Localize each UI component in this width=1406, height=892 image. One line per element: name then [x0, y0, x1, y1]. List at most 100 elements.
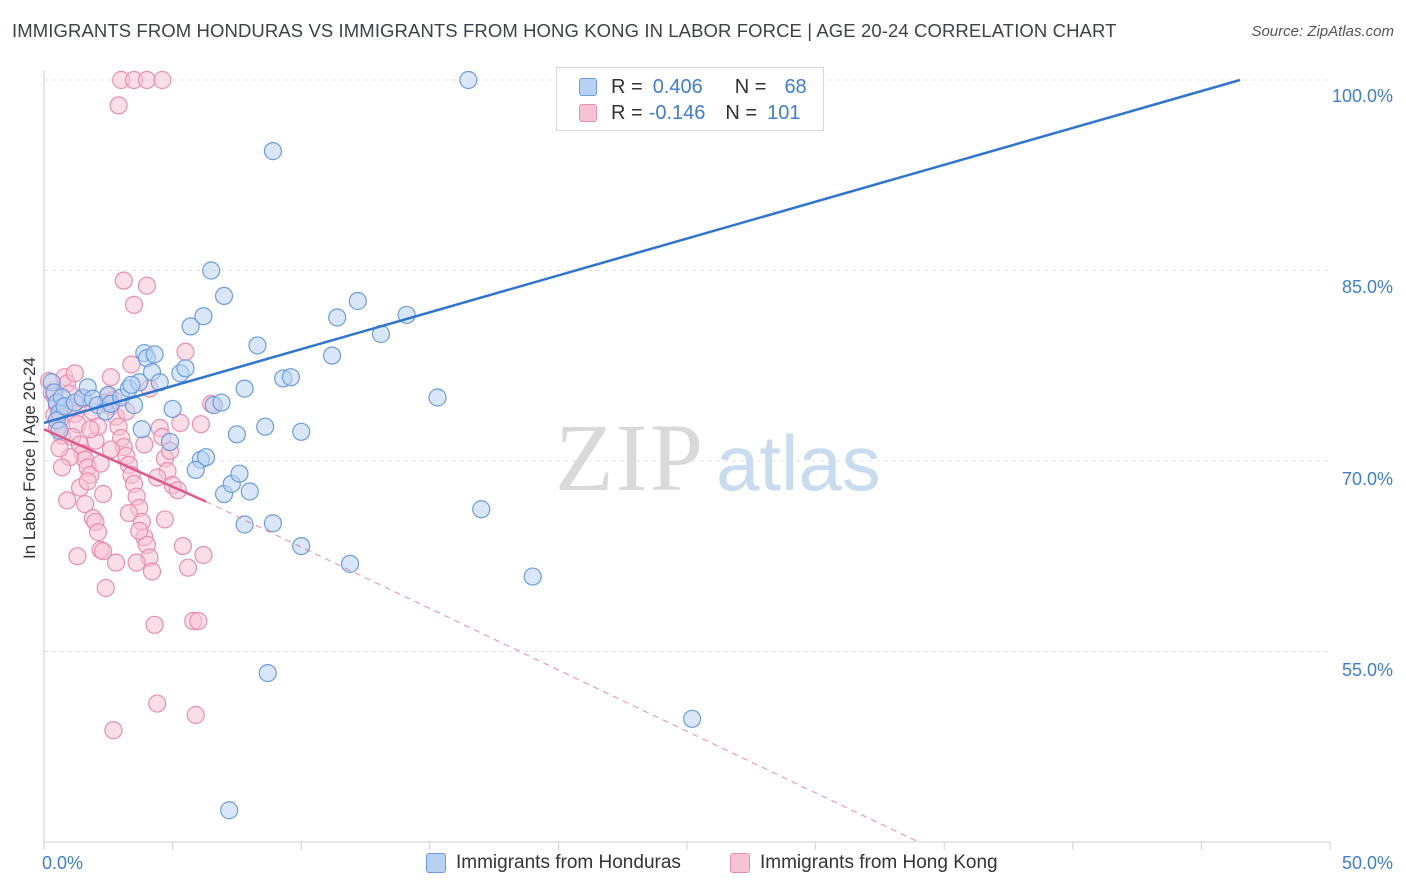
honduras-point — [220, 801, 239, 820]
honduras-point — [145, 345, 164, 364]
hongkong-trend-line — [43, 428, 207, 503]
honduras-r-value: 0.406 — [652, 75, 703, 98]
legend-honduras-label: Immigrants from Honduras — [456, 852, 681, 873]
hongkong-point — [81, 420, 100, 439]
legend-hongkong[interactable]: Immigrants from Hong Kong — [730, 852, 998, 874]
hongkong-point — [189, 611, 208, 631]
honduras-points — [42, 70, 702, 820]
honduras-point — [160, 432, 180, 452]
honduras-point — [176, 359, 195, 378]
hongkong-point — [178, 558, 198, 577]
stats-row-hongkong: R = -0.146 N = 101 — [579, 101, 800, 125]
honduras-point — [472, 500, 491, 519]
hongkong-point — [88, 523, 108, 542]
honduras-point — [683, 709, 702, 728]
honduras-point — [428, 388, 447, 407]
x-tick-min: 0.0% — [42, 853, 84, 873]
source-label: Source: ZipAtlas.com — [1251, 23, 1394, 40]
honduras-point — [263, 514, 283, 533]
honduras-point — [122, 375, 141, 394]
y-tick-85: 85.0% — [1341, 277, 1393, 297]
stats-row-honduras: R = 0.406 N = 68 — [579, 75, 807, 99]
hongkong-point — [148, 694, 167, 713]
hongkong-swatch — [579, 104, 597, 122]
hongkong-r-label: R = — [611, 101, 643, 124]
honduras-point — [523, 567, 542, 586]
y-tick-55: 55.0% — [1341, 660, 1393, 680]
legend-hongkong-label: Immigrants from Hong Kong — [760, 852, 998, 873]
hongkong-point — [76, 495, 95, 514]
y-axis-label: In Labor Force | Age 20-24 — [20, 357, 39, 559]
hongkong-point — [130, 521, 149, 540]
hongkong-point — [96, 578, 115, 598]
honduras-point — [227, 425, 246, 444]
hongkong-point — [124, 295, 144, 314]
hongkong-point — [153, 70, 172, 90]
hongkong-point — [106, 553, 126, 572]
hongkong-point — [78, 472, 97, 491]
hongkong-point — [127, 553, 146, 572]
hongkong-point — [176, 342, 195, 361]
watermark-zip: ZIP — [555, 404, 705, 511]
honduras-point — [240, 482, 259, 501]
legend-honduras[interactable]: Immigrants from Honduras — [426, 852, 681, 874]
hongkong-point — [145, 615, 164, 634]
hongkong-point — [173, 536, 192, 556]
legend-honduras-swatch — [426, 853, 446, 873]
hongkong-point — [194, 545, 213, 565]
honduras-point — [281, 368, 301, 387]
honduras-point — [235, 515, 254, 534]
honduras-point — [132, 420, 151, 439]
hongkong-point — [94, 484, 113, 504]
y-tick-70: 70.0% — [1341, 469, 1393, 489]
honduras-point — [194, 307, 213, 326]
honduras-point — [230, 464, 249, 483]
legend-hongkong-swatch — [730, 853, 750, 873]
honduras-point — [163, 399, 182, 419]
hongkong-point — [68, 547, 87, 566]
x-tick-max: 50.0% — [1341, 853, 1393, 873]
hongkong-point — [191, 415, 210, 434]
hongkong-point — [137, 276, 156, 295]
stats-box: R = 0.406 N = 68 R = -0.146 N = 101 — [556, 67, 824, 131]
hongkong-point — [50, 439, 69, 458]
honduras-swatch — [579, 78, 597, 96]
hongkong-point — [94, 542, 113, 561]
hongkong-point — [65, 364, 84, 383]
honduras-point — [248, 336, 267, 355]
hongkong-point — [119, 503, 138, 523]
hongkong-point — [135, 435, 154, 454]
hongkong-point — [171, 413, 190, 432]
trend-lines — [43, 78, 1241, 843]
y-tick-100: 100.0% — [1331, 86, 1393, 106]
honduras-r-label: R = — [611, 75, 643, 98]
honduras-point — [263, 142, 283, 161]
honduras-n-label: N = — [734, 75, 767, 98]
hongkong-point — [122, 355, 141, 374]
honduras-point — [235, 379, 254, 398]
hongkong-point — [186, 705, 205, 725]
hongkong-point — [142, 562, 162, 581]
honduras-point — [348, 291, 367, 311]
honduras-point — [181, 317, 200, 336]
watermark-atlas: atlas — [716, 419, 881, 507]
hongkong-r-value: -0.146 — [648, 101, 706, 124]
hongkong-point — [101, 368, 120, 387]
hongkong-n-value: 101 — [767, 101, 801, 124]
honduras-point — [292, 536, 311, 556]
hongkong-point — [104, 721, 123, 740]
hongkong-n-label: N = — [725, 101, 758, 124]
honduras-point — [258, 663, 277, 683]
axis-layer — [43, 70, 1331, 850]
honduras-trend-line — [43, 78, 1241, 425]
hongkong-point — [114, 271, 133, 290]
honduras-n-value: 68 — [784, 75, 807, 98]
hongkong-trend-extension — [205, 501, 919, 843]
hongkong-point — [58, 491, 77, 510]
honduras-point — [214, 286, 234, 305]
grid-layer — [44, 79, 1330, 652]
hongkong-point — [109, 96, 128, 115]
honduras-point — [328, 308, 347, 327]
hongkong-point — [137, 70, 156, 90]
